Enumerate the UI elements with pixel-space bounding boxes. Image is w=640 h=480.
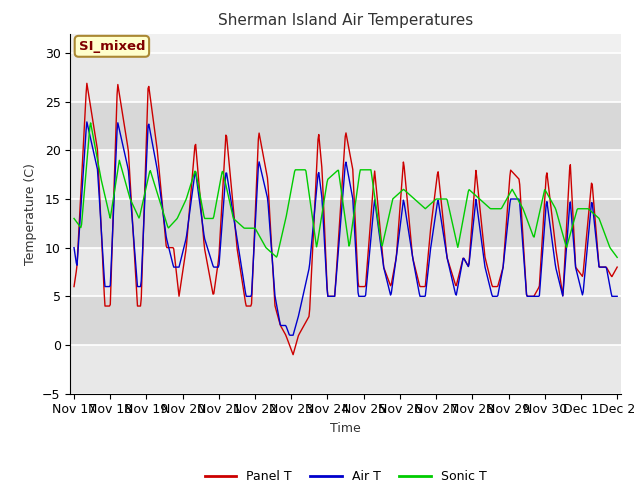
X-axis label: Time: Time xyxy=(330,422,361,435)
Bar xyxy=(70,53,621,102)
Bar xyxy=(70,199,621,248)
Bar xyxy=(70,102,621,150)
Title: Sherman Island Air Temperatures: Sherman Island Air Temperatures xyxy=(218,13,473,28)
Legend: Panel T, Air T, Sonic T: Panel T, Air T, Sonic T xyxy=(200,465,492,480)
Bar xyxy=(70,248,621,296)
Y-axis label: Temperature (C): Temperature (C) xyxy=(24,163,36,264)
Bar xyxy=(70,345,621,394)
Bar xyxy=(70,296,621,345)
Bar xyxy=(70,150,621,199)
Text: SI_mixed: SI_mixed xyxy=(79,40,145,53)
